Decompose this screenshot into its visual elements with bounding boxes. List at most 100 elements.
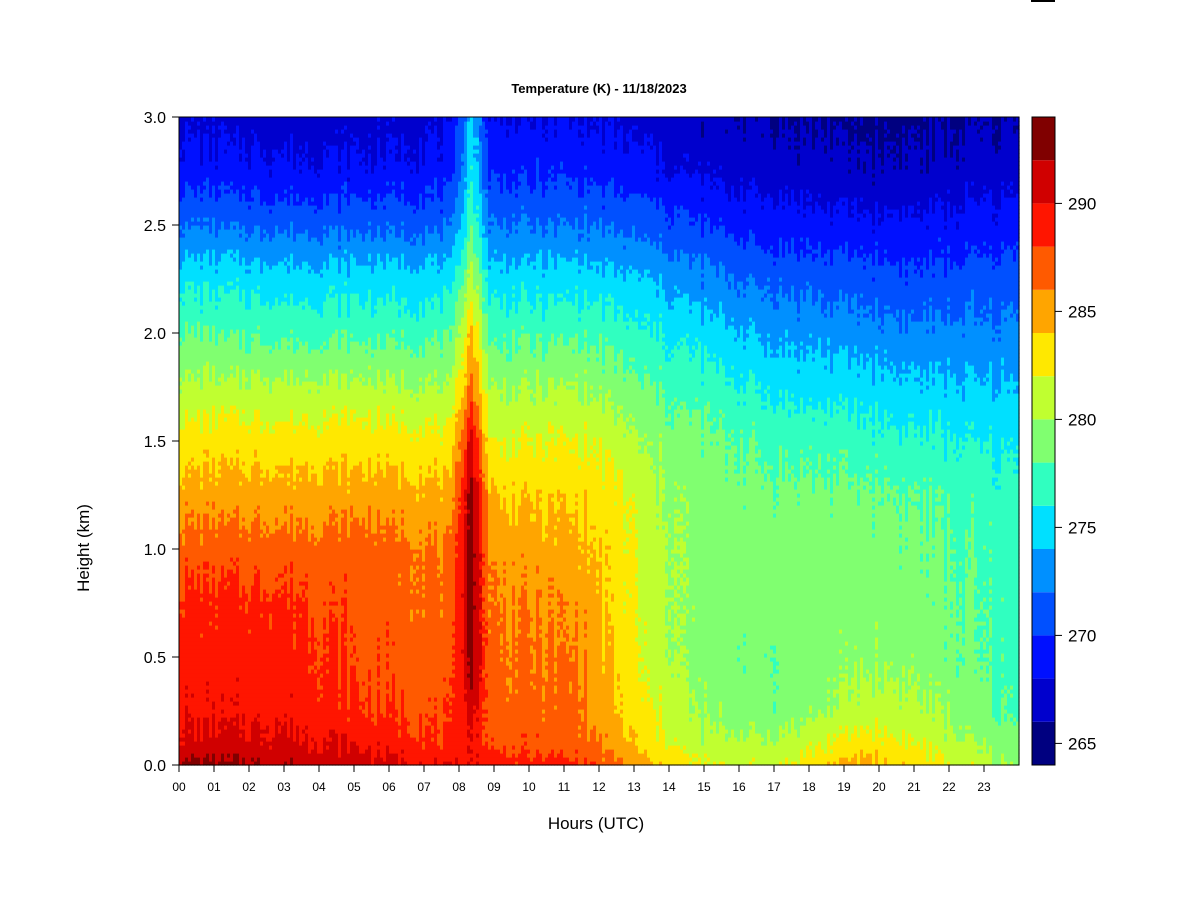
heatmap-cell — [200, 305, 204, 310]
heatmap-cell — [188, 425, 192, 430]
heatmap-cell — [182, 161, 186, 166]
heatmap-cell — [182, 141, 186, 146]
heatmap-cell — [185, 613, 189, 618]
heatmap-cell — [185, 641, 189, 646]
heatmap-cell — [185, 729, 189, 734]
heatmap-cell — [197, 493, 201, 498]
heatmap-cell — [200, 645, 204, 650]
heatmap-cell — [185, 121, 189, 126]
heatmap-cell — [203, 569, 207, 574]
heatmap-cell — [191, 701, 195, 706]
heatmap-cell — [191, 461, 195, 466]
heatmap-cell — [188, 449, 192, 454]
heatmap-cell — [179, 133, 183, 138]
heatmap-cell — [191, 301, 195, 306]
heatmap-cell — [194, 121, 198, 126]
heatmap-cell — [197, 429, 201, 434]
heatmap-cell — [179, 473, 183, 478]
heatmap-cell — [179, 157, 183, 162]
heatmap-cell — [185, 653, 189, 658]
heatmap-cell — [203, 157, 207, 162]
heatmap-cell — [194, 285, 198, 290]
heatmap-cell — [182, 165, 186, 170]
heatmap-cell — [191, 221, 195, 226]
heatmap-cell — [197, 533, 201, 538]
heatmap-cell — [182, 133, 186, 138]
heatmap-cell — [182, 129, 186, 134]
heatmap-cell — [185, 737, 189, 742]
heatmap-cell — [182, 721, 186, 726]
heatmap-cell — [200, 149, 204, 154]
heatmap-cell — [188, 437, 192, 442]
heatmap-cell — [197, 441, 201, 446]
heatmap-cell — [194, 461, 198, 466]
heatmap-cell — [182, 745, 186, 750]
heatmap-cell — [185, 753, 189, 758]
heatmap-cell — [203, 645, 207, 650]
heatmap-cell — [185, 677, 189, 682]
heatmap-cell — [203, 361, 207, 366]
heatmap-cell — [191, 229, 195, 234]
heatmap-cell — [200, 233, 204, 238]
heatmap-cell — [200, 441, 204, 446]
heatmap-cell — [179, 221, 183, 226]
heatmap-cell — [185, 129, 189, 134]
heatmap-cell — [185, 565, 189, 570]
heatmap-cell — [200, 477, 204, 482]
heatmap-cell — [188, 257, 192, 262]
heatmap-cell — [185, 413, 189, 418]
heatmap-cell — [206, 597, 210, 602]
heatmap-cell — [179, 189, 183, 194]
heatmap-cell — [182, 513, 186, 518]
heatmap-cell — [191, 173, 195, 178]
heatmap-cell — [203, 341, 207, 346]
heatmap-cell — [203, 201, 207, 206]
heatmap-cell — [194, 653, 198, 658]
heatmap-cell — [203, 281, 207, 286]
heatmap-cell — [182, 489, 186, 494]
heatmap-cell — [185, 429, 189, 434]
heatmap-cell — [197, 757, 201, 762]
heatmap-cell — [185, 589, 189, 594]
heatmap-cell — [188, 157, 192, 162]
heatmap-cell — [197, 253, 201, 258]
heatmap-cell — [203, 717, 207, 722]
heatmap-cell — [203, 349, 207, 354]
heatmap-cell — [191, 317, 195, 322]
heatmap-cell — [197, 437, 201, 442]
heatmap-cell — [188, 737, 192, 742]
heatmap-cell — [200, 725, 204, 730]
heatmap-cell — [194, 217, 198, 222]
heatmap-cell — [203, 573, 207, 578]
heatmap-cell — [179, 209, 183, 214]
heatmap-cell — [191, 273, 195, 278]
heatmap-cell — [194, 505, 198, 510]
heatmap-cell — [197, 445, 201, 450]
heatmap-cell — [188, 353, 192, 358]
heatmap-cell — [182, 125, 186, 130]
heatmap-cell — [188, 289, 192, 294]
heatmap-cell — [203, 585, 207, 590]
heatmap-cell — [206, 741, 210, 746]
heatmap-cell — [191, 377, 195, 382]
heatmap-cell — [200, 317, 204, 322]
heatmap-cell — [182, 541, 186, 546]
heatmap-cell — [188, 553, 192, 558]
heatmap-cell — [188, 365, 192, 370]
heatmap-cell — [191, 541, 195, 546]
heatmap-cell — [200, 665, 204, 670]
heatmap-cell — [182, 661, 186, 666]
heatmap-cell — [185, 237, 189, 242]
heatmap-cell — [206, 729, 210, 734]
heatmap-cell — [185, 393, 189, 398]
heatmap-cell — [185, 573, 189, 578]
heatmap-cell — [194, 733, 198, 738]
heatmap-cell — [191, 697, 195, 702]
heatmap-cell — [188, 301, 192, 306]
heatmap-cell — [185, 625, 189, 630]
heatmap-cell — [182, 465, 186, 470]
heatmap-cell — [179, 337, 183, 342]
heatmap-cell — [185, 297, 189, 302]
heatmap-cell — [194, 377, 198, 382]
heatmap-cell — [185, 437, 189, 442]
